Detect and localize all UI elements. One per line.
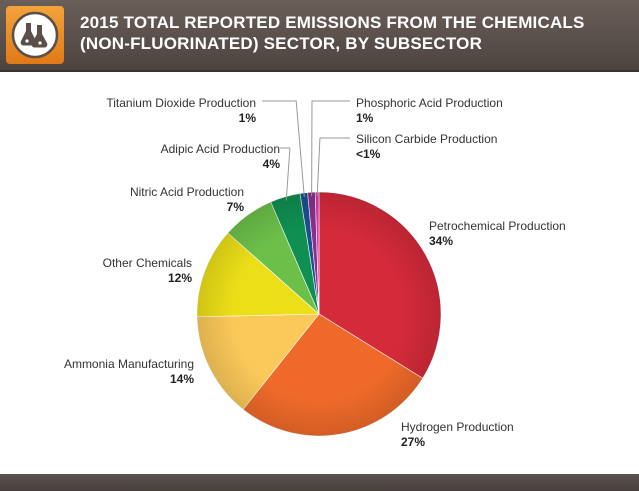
label-name: Phosphoric Acid Production	[356, 96, 503, 110]
leader-line-silicon-carbide-production	[316, 137, 350, 197]
label-hydrogen: Hydrogen Production 27%	[401, 420, 601, 450]
header-bar: 2015 TOTAL REPORTED EMISSIONS FROM THE C…	[0, 0, 639, 72]
label-name: Silicon Carbide Production	[356, 132, 498, 146]
label-nitric-acid: Nitric Acid Production 7%	[40, 185, 244, 215]
page-title: 2015 TOTAL REPORTED EMISSIONS FROM THE C…	[80, 12, 630, 54]
label-name: Ammonia Manufacturing	[63, 357, 194, 371]
label-percent: 1%	[356, 111, 374, 125]
label-percent: 34%	[429, 234, 454, 248]
label-name: Hydrogen Production	[401, 420, 514, 434]
label-other-chemicals: Other Chemicals 12%	[20, 256, 192, 286]
label-silicon-carbide: Silicon Carbide Production <1%	[356, 132, 556, 162]
label-titanium-dioxide: Titanium Dioxide Production 1%	[70, 96, 256, 126]
title-line-2: (NON-FLUORINATED) SECTOR, BY SUBSECTOR	[80, 34, 483, 53]
title-line-1: 2015 TOTAL REPORTED EMISSIONS FROM THE C…	[80, 13, 585, 32]
label-percent: 7%	[226, 200, 244, 214]
label-phosphoric-acid: Phosphoric Acid Production 1%	[356, 96, 556, 126]
label-adipic-acid: Adipic Acid Production 4%	[60, 142, 280, 172]
label-percent: 1%	[238, 111, 256, 125]
label-ammonia: Ammonia Manufacturing 14%	[20, 357, 194, 387]
label-percent: 14%	[169, 372, 194, 386]
chemistry-flasks-icon	[6, 6, 64, 64]
label-percent: <1%	[356, 147, 381, 161]
leader-line-titanium-dioxide-production	[262, 100, 305, 197]
label-name: Titanium Dioxide Production	[106, 96, 256, 110]
label-name: Petrochemical Production	[429, 219, 566, 233]
label-petrochemical: Petrochemical Production 34%	[429, 219, 629, 249]
label-name: Adipic Acid Production	[160, 142, 280, 156]
label-name: Nitric Acid Production	[129, 185, 244, 199]
footer-bar	[0, 474, 639, 491]
leader-line-adipic-acid-production	[280, 147, 291, 201]
leader-line-phosphoric-acid-production	[311, 100, 350, 197]
label-percent: 27%	[401, 435, 426, 449]
label-percent: 4%	[262, 157, 280, 171]
label-name: Other Chemicals	[102, 256, 192, 270]
label-percent: 12%	[167, 271, 192, 285]
